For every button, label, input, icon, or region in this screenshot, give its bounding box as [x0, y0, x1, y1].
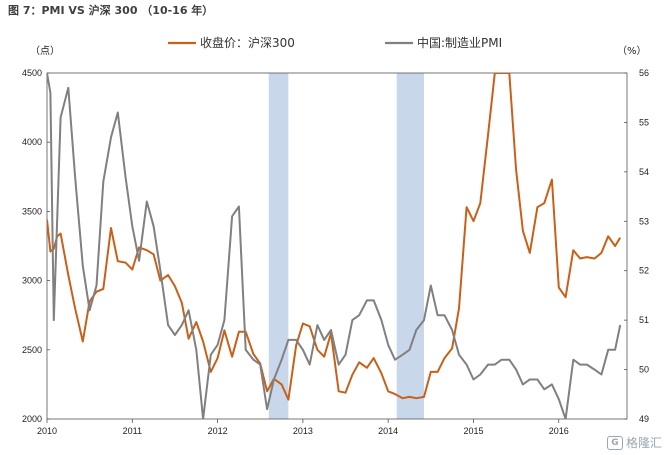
chart-caption: 图 7：PMI VS 沪深 300 （10-16 年） — [8, 4, 214, 17]
left-axis-tick-label: 3500 — [22, 206, 42, 216]
right-axis-unit: （%） — [617, 45, 647, 57]
plot-frame — [46, 72, 628, 420]
x-axis-tick-label: 2016 — [549, 426, 569, 436]
right-axis-tick-label: 52 — [639, 266, 649, 276]
left-axis-tick-label: 2000 — [22, 414, 42, 424]
x-axis-tick-label: 2010 — [37, 426, 57, 436]
right-axis-tick-label: 50 — [639, 365, 649, 375]
right-axis-tick-label: 49 — [639, 414, 649, 424]
left-axis-tick-label: 4500 — [22, 68, 42, 78]
right-axis-tick-label: 55 — [639, 117, 649, 127]
watermark: G 格隆汇 — [606, 434, 662, 451]
x-axis-tick-label: 2015 — [463, 426, 483, 436]
watermark-text: 格隆汇 — [625, 436, 662, 450]
legend-label-1: 收盘价：沪深300 — [200, 35, 295, 50]
right-axis-tick-label: 56 — [639, 68, 649, 78]
right-axis-tick-label: 51 — [639, 315, 649, 325]
x-axis-tick-label: 2011 — [123, 426, 142, 436]
right-axis-tick-label: 53 — [639, 216, 649, 226]
left-axis-tick-label: 3000 — [22, 276, 42, 286]
shaded-region-2 — [396, 73, 424, 419]
x-axis-tick-label: 2014 — [378, 426, 398, 436]
shaded-region-1 — [268, 73, 289, 419]
legend-label-2: 中国:制造业PMI — [417, 35, 502, 50]
x-axis-tick-label: 2012 — [208, 426, 228, 436]
series-line-2 — [47, 73, 622, 419]
left-axis-unit: （点） — [30, 45, 60, 57]
watermark-logo-icon: G — [606, 435, 623, 450]
series-line-1 — [47, 73, 622, 401]
right-axis-tick-label: 54 — [639, 167, 649, 177]
left-axis-tick-label: 4000 — [22, 137, 42, 147]
x-axis-tick-label: 2013 — [293, 426, 313, 436]
left-axis-tick-label: 2500 — [22, 345, 42, 355]
